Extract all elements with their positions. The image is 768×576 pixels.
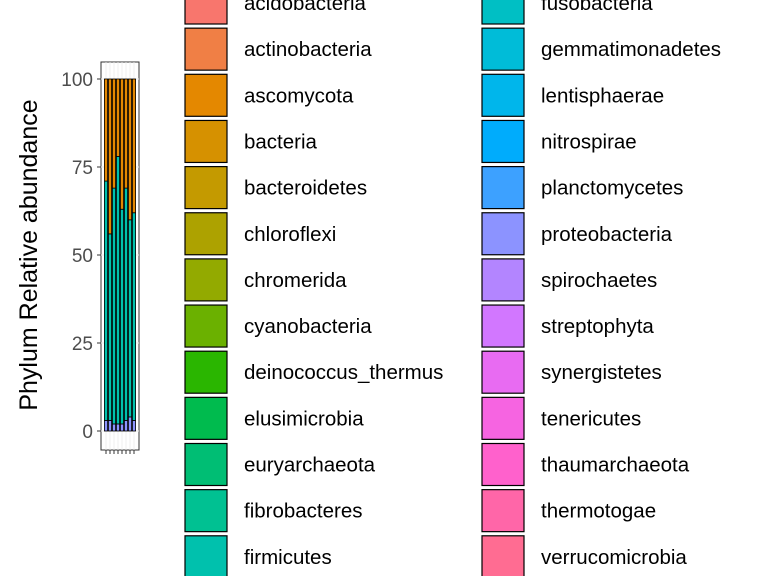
y-tick-label: 100 <box>61 70 93 91</box>
bar-segment-firmicutes <box>108 233 113 421</box>
y-tick-label: 50 <box>72 246 93 267</box>
legend-key-elusimicrobia <box>184 396 228 440</box>
bar-segment-proteobacteria <box>104 420 109 432</box>
legend-key-euryarchaeota <box>184 442 228 487</box>
y-tick-label: 25 <box>72 334 93 355</box>
legend-key-chloroflexi <box>184 212 228 256</box>
bar-segment-proteobacteria <box>116 423 121 432</box>
bar-segment-firmicutes <box>120 208 125 425</box>
legend-label: cyanobacteria <box>244 315 372 338</box>
legend-key-fibrobacteres <box>184 489 228 533</box>
legend-key-acidobacteria <box>184 0 228 25</box>
legend-label: gemmatimonadetes <box>541 38 721 61</box>
y-axis: 0 25 50 75 100 <box>61 70 101 443</box>
legend-label: acidobacteria <box>244 0 367 15</box>
bar-segment-firmicutes <box>127 219 132 418</box>
bar-segment-ascomycota <box>112 78 117 189</box>
legend-label: elusimicrobia <box>244 407 364 430</box>
bar-segment-firmicutes <box>116 156 121 425</box>
legend-key-deinococcus_thermus <box>184 350 228 394</box>
legend-label: firmicutes <box>244 546 332 569</box>
legend-key-streptophyta <box>481 304 525 348</box>
legend-label: thaumarchaeota <box>541 454 690 477</box>
legend-label: thermotogae <box>541 500 656 523</box>
legend-label: proteobacteria <box>541 223 673 246</box>
bar-segment-proteobacteria <box>127 416 132 432</box>
bar-segment-ascomycota <box>124 78 129 189</box>
legend-label: fibrobacteres <box>244 500 363 523</box>
legend-label: streptophyta <box>541 315 654 338</box>
bar-segment-firmicutes <box>124 187 129 421</box>
legend-label: spirochaetes <box>541 269 657 292</box>
legend-label: lentisphaerae <box>541 84 664 107</box>
legend-key-spirochaetes <box>481 258 525 302</box>
legend-key-lentisphaerae <box>481 73 525 117</box>
x-axis <box>105 450 135 454</box>
legend-key-fusobacteria <box>481 0 525 25</box>
legend-key-verrucomicrobia <box>481 535 525 576</box>
bar-segment-ascomycota <box>104 78 109 182</box>
legend-label: nitrospirae <box>541 130 637 153</box>
legend-key-nitrospirae <box>481 119 525 164</box>
legend-key-chromerida <box>184 258 228 302</box>
legend-key-bacteroidetes <box>184 166 228 210</box>
legend-label: bacteria <box>244 130 318 153</box>
legend-key-proteobacteria <box>481 212 525 256</box>
legend-key-cyanobacteria <box>184 304 228 348</box>
legend-key-tenericutes <box>481 396 525 440</box>
bar-segment-ascomycota <box>120 78 125 210</box>
bar-segment-ascomycota <box>108 78 113 235</box>
bar-segment-proteobacteria <box>112 423 117 432</box>
bar-segment-ascomycota <box>116 78 121 157</box>
legend-key-actinobacteria <box>184 27 228 71</box>
legend-key-synergistetes <box>481 350 525 394</box>
bar-segment-firmicutes <box>112 187 117 425</box>
legend-label: euryarchaeota <box>244 454 376 477</box>
legend-label: chloroflexi <box>244 223 336 246</box>
legend-label: planctomycetes <box>541 177 683 200</box>
bar-segment-proteobacteria <box>131 420 136 432</box>
legend-label: fusobacteria <box>541 0 653 15</box>
legend-key-bacteria <box>184 119 228 164</box>
legend-label: synergistetes <box>541 361 662 384</box>
bar-segment-ascomycota <box>127 78 132 221</box>
y-tick-label: 75 <box>72 158 93 179</box>
legend-key-thermotogae <box>481 489 525 533</box>
legend-label: verrucomicrobia <box>541 546 687 569</box>
legend: acidobacteria actinobacteria ascomycota bac… <box>184 0 721 576</box>
y-axis-label: Phylum Relative abundance <box>15 99 43 410</box>
legend-key-gemmatimonadetes <box>481 27 525 71</box>
bar-segment-proteobacteria <box>120 423 125 432</box>
legend-key-firmicutes <box>184 535 228 576</box>
bar-segment-firmicutes <box>131 212 136 421</box>
bar-stacks <box>104 78 136 432</box>
bar-segment-firmicutes <box>104 180 109 421</box>
legend-label: tenericutes <box>541 407 641 430</box>
legend-label: ascomycota <box>244 84 354 107</box>
legend-label: deinococcus_thermus <box>244 361 443 384</box>
legend-key-ascomycota <box>184 73 228 117</box>
bar-segment-ascomycota <box>131 78 136 214</box>
legend-key-thaumarchaeota <box>481 442 525 487</box>
bar-segment-proteobacteria <box>124 420 129 432</box>
legend-label: bacteroidetes <box>244 177 367 200</box>
bar-segment-proteobacteria <box>108 420 113 432</box>
legend-label: chromerida <box>244 269 347 292</box>
legend-label: actinobacteria <box>244 38 372 61</box>
y-tick-label: 0 <box>82 422 93 443</box>
legend-key-planctomycetes <box>481 166 525 210</box>
